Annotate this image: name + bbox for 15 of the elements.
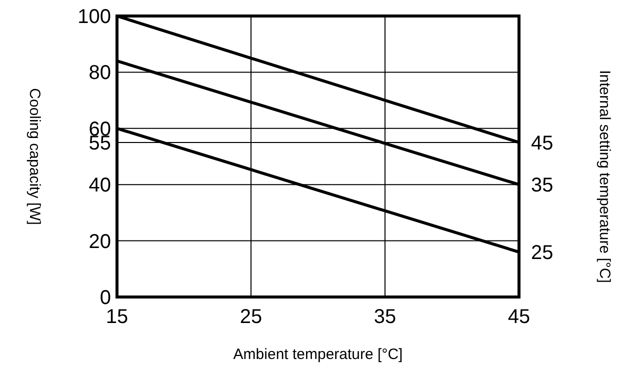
x-axis-title: Ambient temperature [°C]	[233, 346, 403, 363]
y-tick-label: 0	[100, 287, 111, 309]
y-tick-label: 100	[78, 6, 111, 28]
series-label: 35	[531, 174, 554, 197]
series-label: 45	[531, 132, 554, 154]
series-label: 25	[531, 242, 554, 264]
y2-axis-title: Internal setting temperature [°C]	[596, 70, 613, 283]
y-axis-title: Cooling capacity [W]	[26, 88, 43, 225]
y-tick-label: 80	[88, 62, 111, 84]
x-tick-label: 25	[240, 306, 262, 328]
y-tick-label: 20	[88, 230, 111, 253]
x-tick-label: 45	[508, 306, 530, 328]
x-tick-label: 35	[374, 306, 396, 328]
y-tick-label: 40	[88, 174, 111, 197]
x-tick-label: 15	[106, 306, 128, 328]
